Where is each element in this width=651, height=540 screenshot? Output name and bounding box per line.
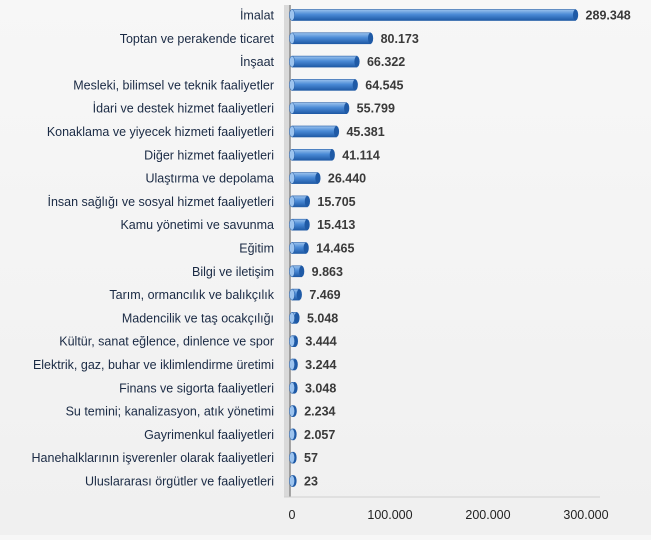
bar-base-16 bbox=[289, 358, 295, 371]
category-label: İnsan sağlığı ve sosyal hizmet faaliyetl… bbox=[48, 195, 275, 209]
bar-base-12 bbox=[289, 265, 295, 278]
bar-base-21 bbox=[289, 475, 295, 487]
bar-cap-11 bbox=[303, 242, 309, 254]
category-label: Hanehalklarının işverenler olarak faaliy… bbox=[32, 451, 274, 465]
value-label: 57 bbox=[304, 451, 318, 465]
value-label: 7.469 bbox=[309, 288, 340, 302]
bar-base-14 bbox=[289, 312, 295, 324]
category-label: Bilgi ve iletişim bbox=[192, 265, 274, 279]
bar-8 bbox=[291, 172, 319, 184]
bar-base-10 bbox=[289, 218, 295, 231]
value-label: 2.057 bbox=[304, 428, 335, 442]
x-tick-label: 100.000 bbox=[367, 508, 412, 522]
value-label: 64.545 bbox=[365, 78, 403, 92]
bar-base-3 bbox=[289, 55, 295, 68]
bar-cap-2 bbox=[367, 32, 374, 44]
bar-base-11 bbox=[289, 242, 295, 254]
value-label: 3.244 bbox=[305, 358, 336, 372]
bar-3 bbox=[291, 55, 358, 68]
category-label: Diğer hizmet faaliyetleri bbox=[144, 148, 274, 162]
category-label: Elektrik, gaz, buhar ve iklimlendirme ür… bbox=[33, 358, 274, 372]
bar-base-18 bbox=[289, 405, 295, 417]
value-label: 2.234 bbox=[304, 405, 335, 419]
value-label: 289.348 bbox=[586, 9, 631, 23]
category-label: Konaklama ve yiyecek hizmeti faaliyetler… bbox=[47, 125, 274, 139]
bar-base-5 bbox=[289, 102, 295, 114]
bar-base-8 bbox=[289, 172, 295, 184]
bar-base-1 bbox=[289, 9, 295, 21]
bar-cap-5 bbox=[344, 102, 350, 114]
category-label: Kültür, sanat eğlence, dinlence ve spor bbox=[59, 335, 274, 349]
value-label: 3.048 bbox=[305, 381, 336, 395]
value-label: 3.444 bbox=[305, 335, 336, 349]
bar-6 bbox=[291, 125, 337, 138]
x-tick-label: 200.000 bbox=[465, 508, 510, 522]
bar-cap-13 bbox=[296, 289, 302, 301]
bar-cap-9 bbox=[304, 195, 310, 207]
x-tick-label: 0 bbox=[289, 508, 296, 522]
x-tick-label: 300.000 bbox=[563, 508, 608, 522]
bar-cap-3 bbox=[354, 56, 360, 68]
bar-4 bbox=[291, 79, 356, 91]
bar-base-19 bbox=[289, 428, 295, 441]
category-label: Toptan ve perakende ticaret bbox=[120, 32, 275, 46]
value-label: 5.048 bbox=[307, 311, 338, 325]
value-label: 66.322 bbox=[367, 55, 405, 69]
value-label: 26.440 bbox=[328, 172, 366, 186]
bar-base-6 bbox=[289, 125, 295, 138]
category-label: Ulaştırma ve depolama bbox=[145, 172, 274, 186]
category-label: Tarım, ormancılık ve balıkçılık bbox=[109, 288, 274, 302]
value-label: 45.381 bbox=[346, 125, 384, 139]
value-label: 14.465 bbox=[316, 242, 354, 256]
category-label: Madencilik ve taş ocakçılığı bbox=[122, 311, 274, 325]
value-label: 15.413 bbox=[317, 218, 355, 232]
category-label: Uluslararası örgütler ve faaliyetleri bbox=[85, 475, 274, 489]
bar-1 bbox=[291, 9, 576, 21]
category-label: İmalat bbox=[240, 9, 275, 23]
bar-base-4 bbox=[289, 79, 295, 91]
bar-2 bbox=[291, 32, 371, 45]
category-label: Su temini; kanalizasyon, atık yönetimi bbox=[66, 405, 274, 419]
value-label: 80.173 bbox=[381, 32, 419, 46]
bar-base-13 bbox=[289, 288, 295, 301]
bar-base-7 bbox=[289, 149, 295, 161]
bar-cap-14 bbox=[294, 312, 300, 324]
category-label: Finans ve sigorta faaliyetleri bbox=[119, 381, 274, 395]
bar-cap-1 bbox=[572, 9, 579, 21]
bar-cap-4 bbox=[352, 79, 358, 91]
bar-5 bbox=[291, 102, 347, 114]
category-label: Kamu yönetimi ve savunma bbox=[120, 218, 274, 232]
value-label: 55.799 bbox=[357, 102, 395, 116]
bar-base-2 bbox=[289, 32, 295, 45]
bar-base-17 bbox=[289, 382, 295, 394]
category-axis-wall bbox=[284, 5, 290, 497]
category-label: Mesleki, bilimsel ve teknik faaliyetler bbox=[73, 78, 274, 92]
bar-cap-7 bbox=[329, 149, 335, 161]
bar-cap-8 bbox=[315, 172, 321, 184]
value-label: 41.114 bbox=[342, 148, 380, 162]
category-label: Eğitim bbox=[239, 242, 274, 256]
category-label: İdari ve destek hizmet faaliyetleri bbox=[93, 102, 274, 116]
value-label: 9.863 bbox=[312, 265, 343, 279]
category-label: Gayrimenkul faaliyetleri bbox=[144, 428, 274, 442]
bar-cap-10 bbox=[304, 219, 310, 231]
value-label: 15.705 bbox=[317, 195, 355, 209]
bar-cap-6 bbox=[333, 126, 340, 137]
bar-base-20 bbox=[289, 451, 295, 464]
bar-base-15 bbox=[289, 335, 295, 347]
category-label: İnşaat bbox=[240, 55, 275, 69]
bar-7 bbox=[291, 149, 333, 161]
bar-base-9 bbox=[289, 195, 295, 208]
value-label: 23 bbox=[304, 475, 318, 489]
bar-cap-12 bbox=[299, 265, 305, 277]
